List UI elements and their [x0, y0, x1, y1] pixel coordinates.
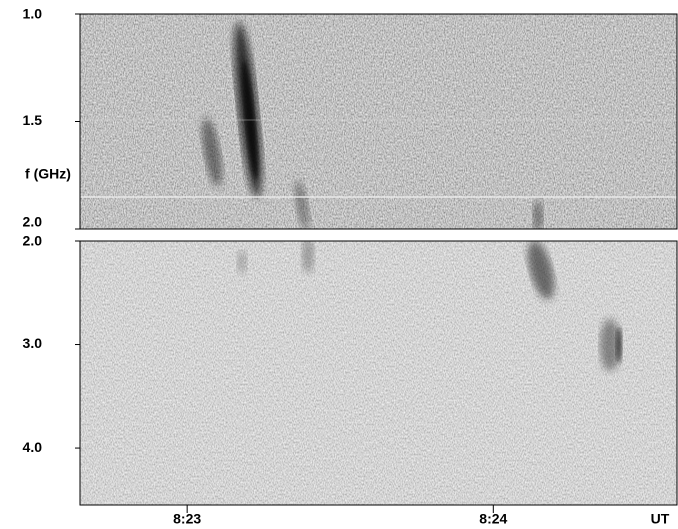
burst — [302, 241, 314, 273]
burst — [616, 327, 622, 363]
burst — [294, 180, 310, 229]
y-tick-label: 1.0 — [23, 6, 43, 22]
top-panel — [80, 14, 677, 229]
y-axis-label: f (GHz) — [25, 166, 71, 182]
burst — [533, 200, 543, 229]
spectrogram-background — [80, 14, 677, 229]
x-tick-label: 8:24 — [479, 511, 507, 527]
x-tick-label: 8:23 — [173, 511, 201, 527]
y-tick-label: 3.0 — [23, 335, 43, 351]
burst — [241, 60, 259, 180]
bottom-panel — [80, 241, 677, 505]
burst — [237, 250, 247, 274]
y-tick-label: 1.5 — [23, 112, 43, 128]
spectrogram-background — [80, 241, 677, 505]
y-tick-label: 2.0 — [23, 214, 43, 230]
x-axis-label: UT — [651, 511, 670, 527]
y-tick-label: 2.0 — [23, 233, 43, 249]
panel-frame — [79, 240, 678, 506]
y-tick-label: 4.0 — [23, 439, 43, 455]
burst — [600, 319, 620, 371]
burst — [527, 241, 555, 300]
burst — [202, 117, 222, 187]
